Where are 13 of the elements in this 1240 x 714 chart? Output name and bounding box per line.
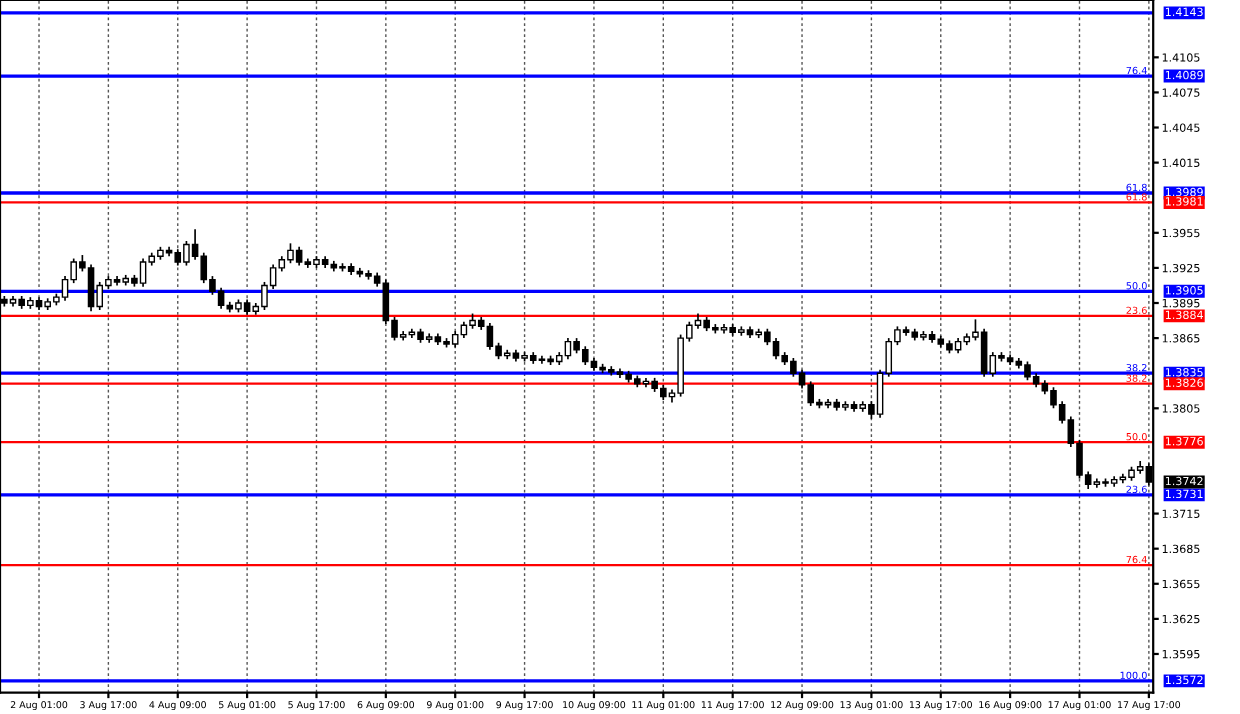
candlestick bbox=[139, 257, 147, 288]
candlestick bbox=[217, 286, 225, 310]
candlestick bbox=[772, 337, 780, 360]
candlestick bbox=[87, 263, 95, 313]
candlestick bbox=[486, 322, 494, 351]
candlestick bbox=[581, 345, 589, 366]
candlestick bbox=[807, 380, 815, 407]
candlestick bbox=[980, 327, 988, 378]
candlestick bbox=[295, 246, 303, 267]
candlestick bbox=[200, 251, 208, 284]
candlestick bbox=[287, 242, 294, 265]
candlestick bbox=[1024, 360, 1031, 382]
candlestick bbox=[564, 337, 572, 360]
